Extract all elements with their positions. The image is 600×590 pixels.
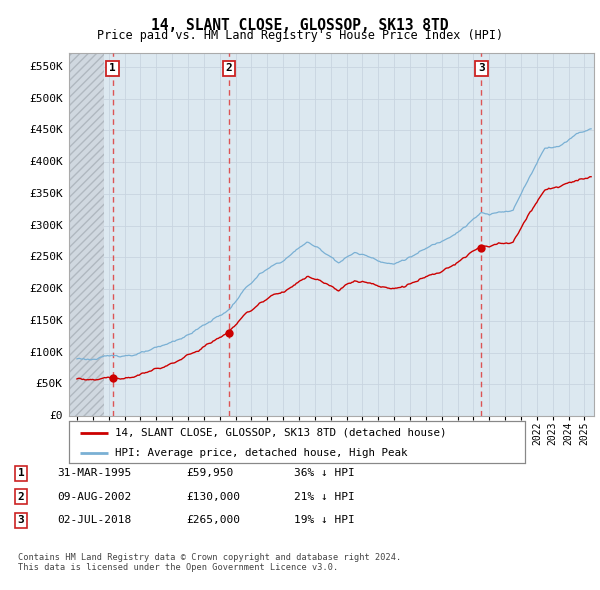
Text: Price paid vs. HM Land Registry's House Price Index (HPI): Price paid vs. HM Land Registry's House … <box>97 30 503 42</box>
Text: 09-AUG-2002: 09-AUG-2002 <box>57 492 131 502</box>
Text: HPI: Average price, detached house, High Peak: HPI: Average price, detached house, High… <box>115 448 407 457</box>
Text: £0: £0 <box>49 411 63 421</box>
Text: 2: 2 <box>17 492 25 502</box>
Text: 1: 1 <box>17 468 25 478</box>
Text: £350K: £350K <box>29 189 63 199</box>
Text: £59,950: £59,950 <box>186 468 233 478</box>
Text: 14, SLANT CLOSE, GLOSSOP, SK13 8TD: 14, SLANT CLOSE, GLOSSOP, SK13 8TD <box>151 18 449 32</box>
Text: 3: 3 <box>17 516 25 525</box>
Text: £300K: £300K <box>29 221 63 231</box>
Text: £265,000: £265,000 <box>186 516 240 525</box>
Text: 2: 2 <box>226 63 233 73</box>
Text: 1: 1 <box>109 63 116 73</box>
Text: This data is licensed under the Open Government Licence v3.0.: This data is licensed under the Open Gov… <box>18 563 338 572</box>
Text: 36% ↓ HPI: 36% ↓ HPI <box>294 468 355 478</box>
Text: 31-MAR-1995: 31-MAR-1995 <box>57 468 131 478</box>
Text: £400K: £400K <box>29 157 63 167</box>
Text: £550K: £550K <box>29 62 63 72</box>
Text: £500K: £500K <box>29 94 63 104</box>
Text: Contains HM Land Registry data © Crown copyright and database right 2024.: Contains HM Land Registry data © Crown c… <box>18 553 401 562</box>
Text: £100K: £100K <box>29 348 63 358</box>
Text: £200K: £200K <box>29 284 63 294</box>
Text: £250K: £250K <box>29 253 63 263</box>
Text: 14, SLANT CLOSE, GLOSSOP, SK13 8TD (detached house): 14, SLANT CLOSE, GLOSSOP, SK13 8TD (deta… <box>115 428 446 438</box>
Text: £130,000: £130,000 <box>186 492 240 502</box>
Text: 19% ↓ HPI: 19% ↓ HPI <box>294 516 355 525</box>
Text: 02-JUL-2018: 02-JUL-2018 <box>57 516 131 525</box>
Text: £150K: £150K <box>29 316 63 326</box>
Text: 21% ↓ HPI: 21% ↓ HPI <box>294 492 355 502</box>
Polygon shape <box>69 53 104 416</box>
Text: 3: 3 <box>478 63 485 73</box>
Text: £50K: £50K <box>36 379 63 389</box>
Text: £450K: £450K <box>29 126 63 136</box>
